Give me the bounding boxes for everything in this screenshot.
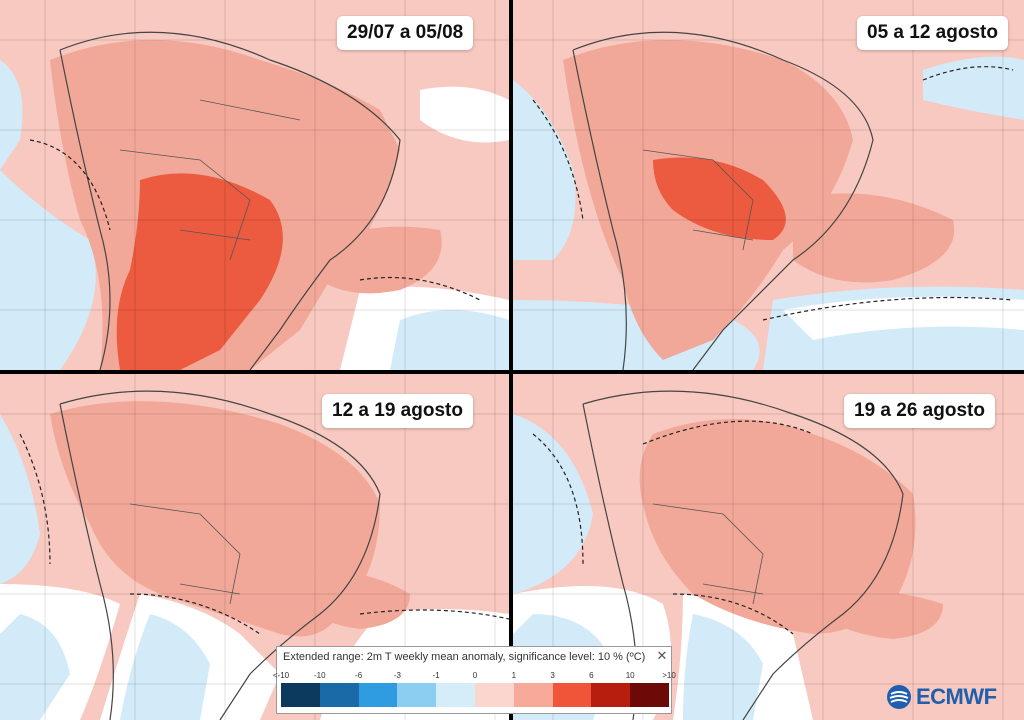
legend-swatch-1 (319, 683, 359, 707)
legend-swatch-7 (552, 683, 592, 707)
legend-swatch-4 (436, 683, 475, 707)
ecmwf-logo-icon (887, 685, 911, 709)
legend-tick: 0 (472, 671, 478, 680)
legend-swatch-9 (630, 683, 669, 707)
legend-ticks: <-10 -10 -6 -3 -1 0 1 3 6 10 >10 (273, 671, 676, 681)
legend-tick: 10 (625, 671, 635, 680)
panel-4-title: 19 a 26 agosto (844, 394, 995, 428)
anomaly-map-1 (0, 0, 509, 370)
legend-tick: 3 (550, 671, 555, 680)
legend-tick: -10 (314, 671, 326, 680)
legend-tick: <-10 (272, 671, 290, 680)
map-panel-2: 05 a 12 agosto (513, 0, 1024, 370)
panel-3-title: 12 a 19 agosto (322, 394, 473, 428)
close-icon[interactable]: ✕ (656, 648, 668, 663)
legend-swatch-8 (591, 683, 631, 707)
legend-title: Extended range: 2m T weekly mean anomaly… (283, 651, 646, 663)
legend-tick: 6 (589, 671, 594, 680)
legend-swatch-6 (513, 683, 553, 707)
legend-tick: >10 (662, 671, 676, 680)
legend-tick: -6 (355, 671, 363, 680)
legend-tick: -3 (393, 671, 401, 680)
ecmwf-logo: ECMWF (886, 684, 997, 710)
legend-tick: 1 (511, 671, 517, 680)
legend-swatch-2 (358, 683, 398, 707)
anomaly-map-2 (513, 0, 1024, 370)
map-panel-1: 29/07 a 05/08 (0, 0, 509, 370)
color-legend: Extended range: 2m T weekly mean anomaly… (273, 646, 676, 714)
panel-2-title: 05 a 12 agosto (857, 16, 1008, 50)
panel-1-title: 29/07 a 05/08 (337, 16, 474, 50)
logo-text: ECMWF (916, 684, 997, 709)
legend-tick: -1 (432, 671, 440, 680)
legend-swatch-0 (281, 683, 320, 707)
legend-color-bar (281, 683, 669, 707)
legend-swatch-3 (397, 683, 437, 707)
legend-swatch-5 (474, 683, 514, 707)
